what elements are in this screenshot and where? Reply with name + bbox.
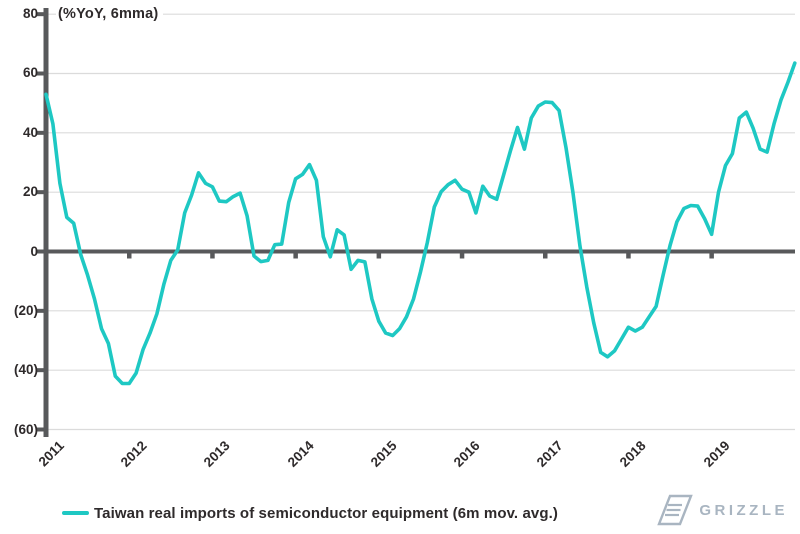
y-tick bbox=[37, 130, 44, 135]
y-tick bbox=[37, 427, 44, 432]
grizzle-logo-text: GRIZZLE bbox=[699, 501, 788, 519]
y-tick bbox=[37, 308, 44, 313]
legend-label: Taiwan real imports of semiconductor equ… bbox=[94, 504, 558, 522]
y-tick bbox=[37, 368, 44, 373]
legend-line-swatch bbox=[62, 511, 89, 515]
x-tick bbox=[626, 253, 631, 259]
x-tick bbox=[459, 253, 465, 259]
x-tick bbox=[293, 253, 298, 259]
legend: Taiwan real imports of semiconductor equ… bbox=[62, 501, 558, 525]
y-tick bbox=[37, 249, 44, 254]
zero-line bbox=[43, 249, 795, 254]
y-axis bbox=[43, 8, 49, 437]
series-line bbox=[44, 61, 797, 386]
x-tick bbox=[127, 253, 132, 259]
x-tick bbox=[376, 253, 382, 259]
y-tick bbox=[37, 190, 44, 195]
y-tick bbox=[37, 12, 44, 17]
y-tick bbox=[37, 71, 44, 76]
grizzle-logo-icon bbox=[657, 494, 694, 526]
x-tick bbox=[210, 253, 215, 259]
x-tick bbox=[543, 253, 548, 259]
grizzle-logo: GRIZZLE bbox=[657, 492, 788, 528]
chart-annotation: (%YoY, 6mma) bbox=[56, 6, 164, 24]
x-tick bbox=[709, 253, 714, 259]
